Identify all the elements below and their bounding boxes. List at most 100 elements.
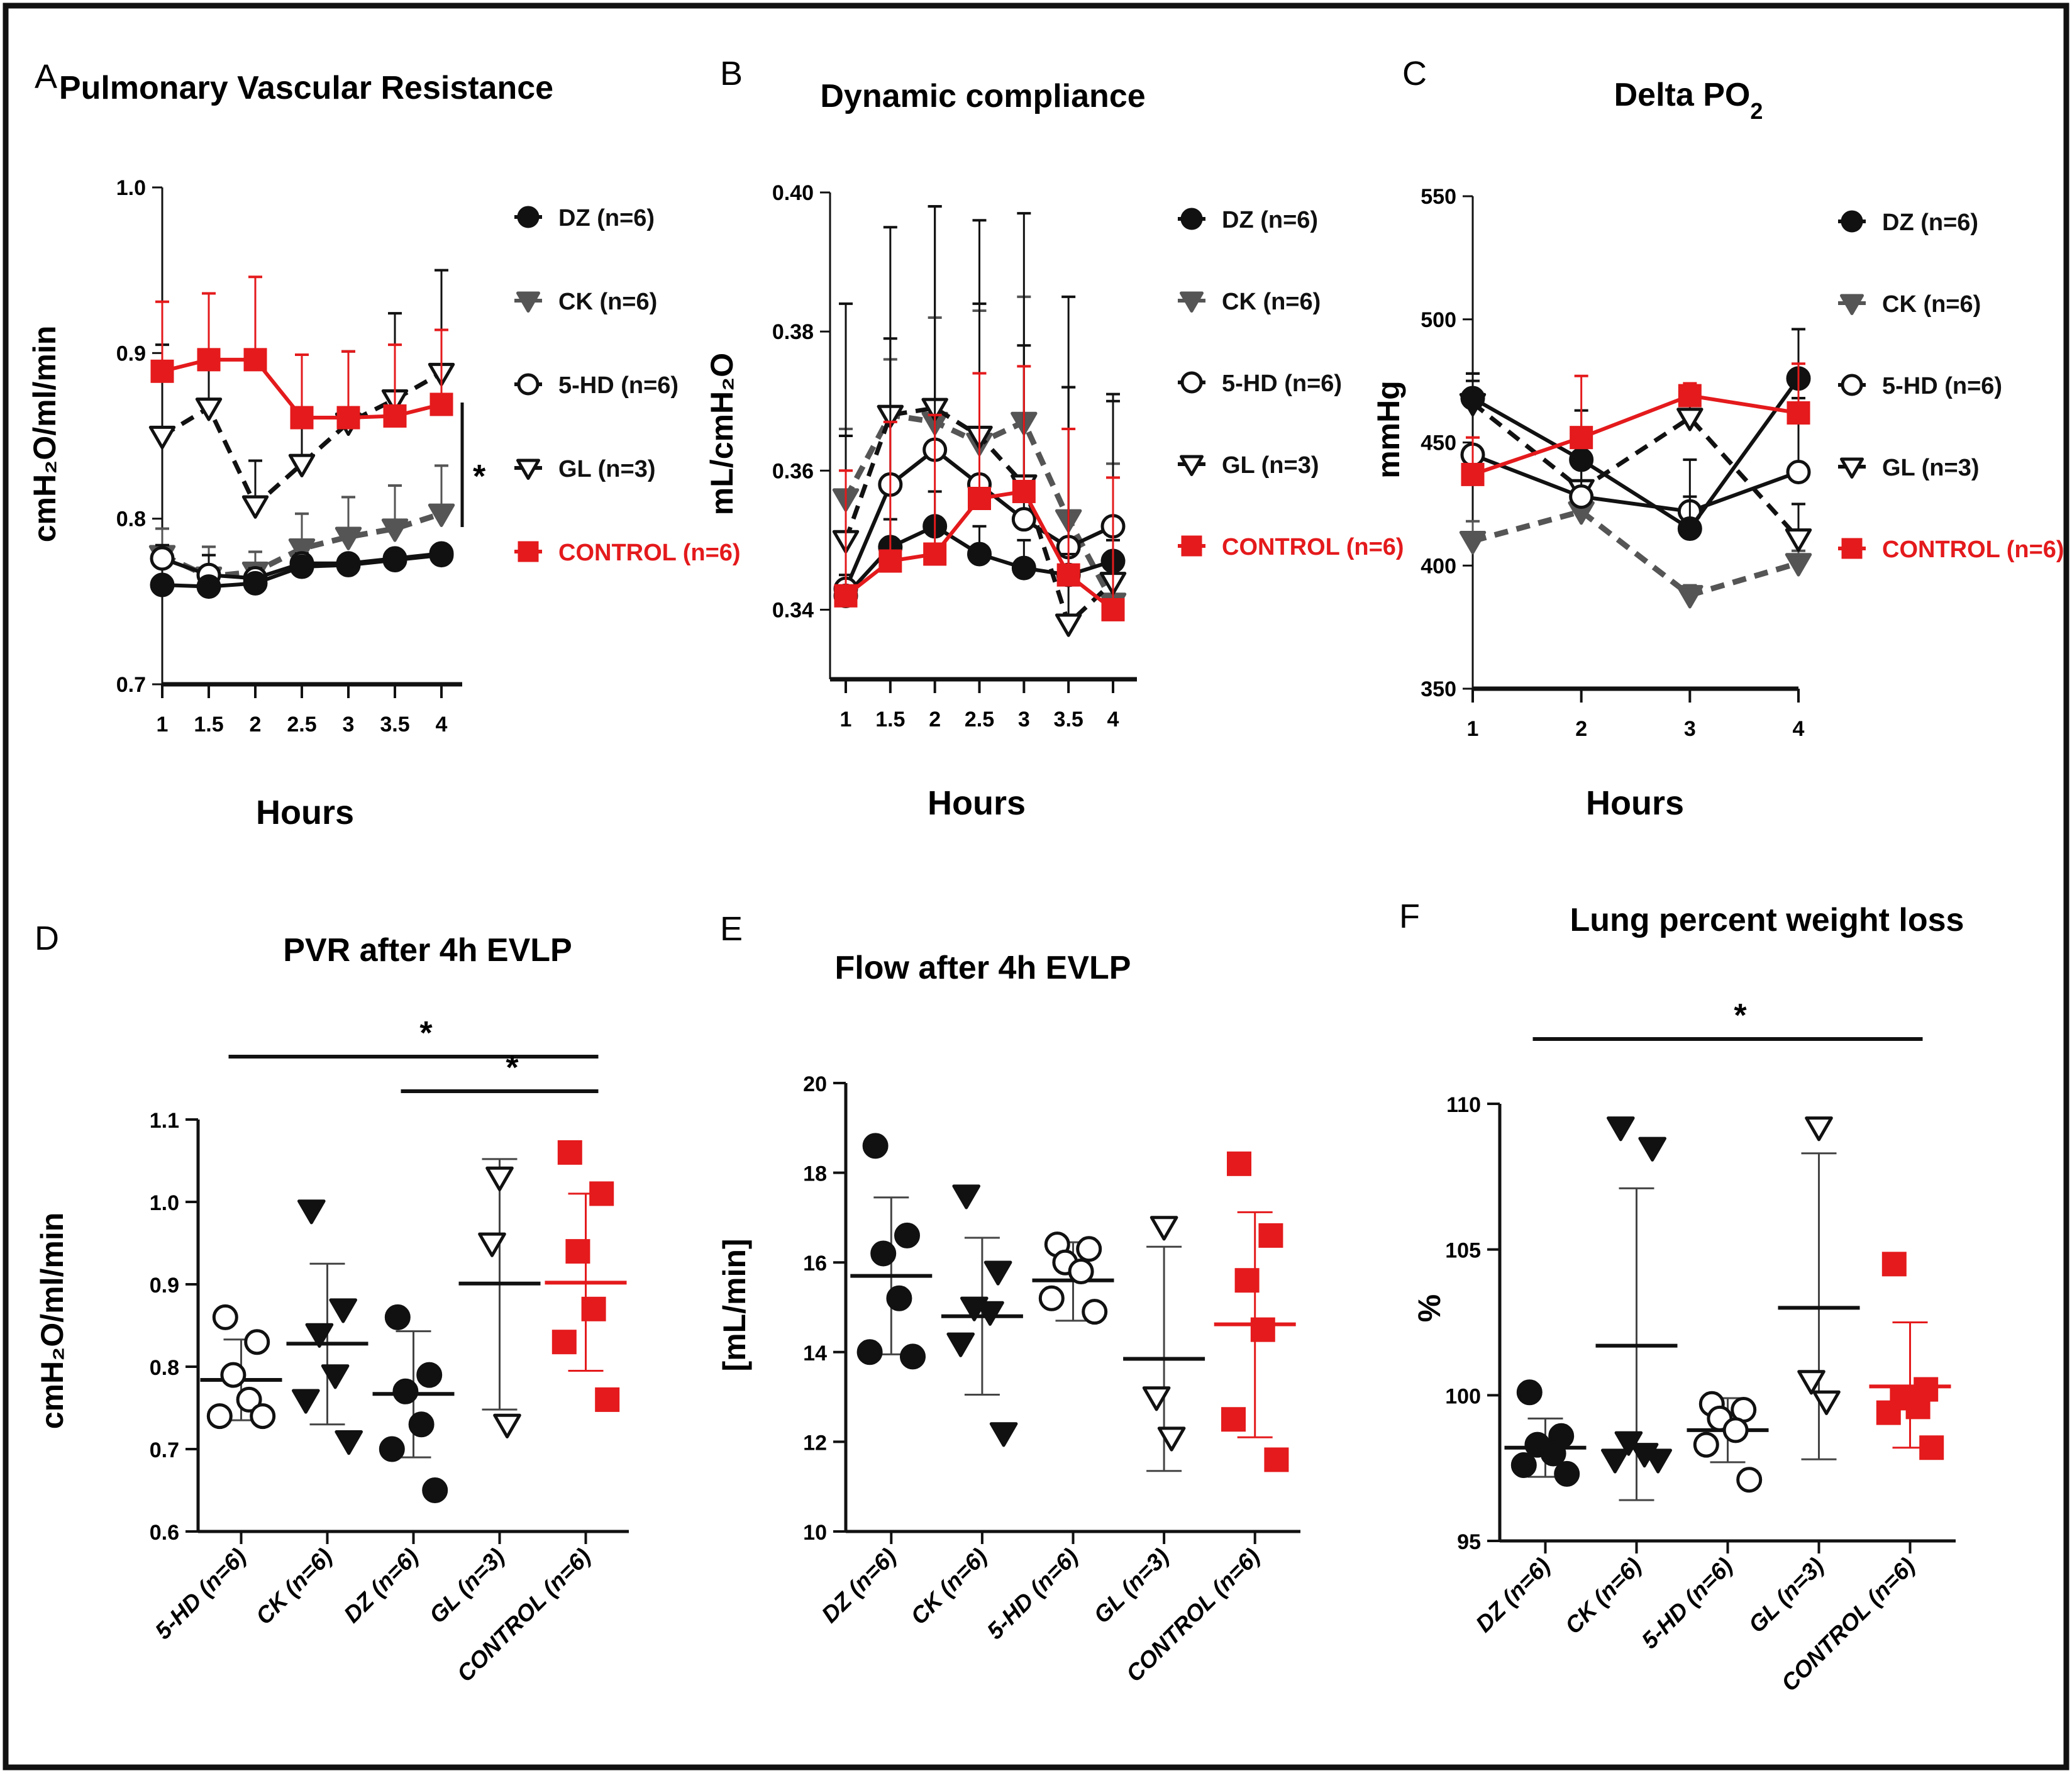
series-line-control (1472, 394, 1799, 477)
data-point (968, 487, 991, 511)
data-point (1785, 553, 1812, 577)
data-point (862, 1133, 889, 1159)
data-point (1011, 507, 1036, 532)
y-tick-label: 0.36 (772, 459, 814, 483)
series-control (834, 365, 1125, 621)
x-tick-label: 2 (929, 708, 941, 731)
panel-title: Lung percent weight loss (1570, 902, 1964, 938)
data-point (236, 1386, 262, 1413)
y-tick-label: 110 (1446, 1093, 1481, 1117)
data-point (1678, 384, 1702, 408)
data-point (150, 359, 174, 383)
x-tick-label: 4 (1107, 708, 1119, 731)
group-control (1869, 1252, 1951, 1460)
data-point (1264, 1447, 1289, 1472)
x-tick-label: 1 (157, 713, 169, 736)
x-tick-label: CK (n=6) (1560, 1553, 1646, 1639)
data-point (382, 548, 407, 572)
series-line-gl (1471, 401, 1800, 540)
legend-label: CK (n=6) (558, 289, 657, 315)
y-tick-label: 0.8 (150, 1356, 179, 1380)
significance-star: * (1734, 998, 1747, 1034)
data-point (289, 554, 314, 579)
y-tick-label: 0.8 (116, 508, 146, 531)
data-point (1510, 1452, 1537, 1479)
x-axis-label: Hours (1586, 784, 1684, 822)
data-point (1038, 1285, 1065, 1311)
legend-marker-control (1841, 538, 1863, 559)
data-point (244, 1329, 270, 1355)
data-point (292, 1389, 320, 1414)
data-point (336, 552, 361, 577)
legend-label: DZ (n=6) (558, 205, 655, 231)
y-tick-label: 0.40 (772, 181, 814, 205)
data-point (952, 1184, 980, 1209)
data-point (335, 1430, 363, 1455)
data-point (1638, 1137, 1666, 1162)
legend-marker-gl (1840, 457, 1864, 479)
title-subscript: 2 (1750, 98, 1763, 124)
legend-label: DZ (n=6) (1222, 207, 1318, 233)
data-point (288, 453, 316, 477)
data-point (589, 1181, 614, 1206)
panel-label: A (35, 58, 57, 96)
data-point (1011, 555, 1036, 581)
y-axis-label: [mL/min] (717, 1238, 752, 1371)
x-tick-label: 1.5 (875, 708, 905, 731)
data-point (1569, 484, 1594, 509)
data-point (429, 392, 453, 416)
data-point (243, 570, 268, 596)
data-point (1797, 1370, 1825, 1395)
y-tick-label: 20 (803, 1072, 827, 1096)
data-point (1601, 1448, 1629, 1474)
group-hd (1032, 1231, 1114, 1325)
data-point (1805, 1116, 1833, 1142)
data-point (886, 1285, 912, 1311)
data-point (1786, 459, 1811, 484)
data-point (336, 406, 360, 430)
data-point (429, 543, 454, 568)
legend-label: GL (n=3) (558, 456, 656, 482)
legend-marker-ck (1840, 294, 1864, 315)
x-tick-label: 1.5 (194, 713, 223, 736)
data-point (1644, 1448, 1672, 1474)
panel-title: PVR after 4h EVLP (283, 932, 572, 969)
group-ck (1595, 1116, 1678, 1501)
data-point (894, 1222, 920, 1248)
group-dz (372, 1304, 455, 1503)
panel-D: D PVR after 4h EVLP 0.6 0.7 0.8 0.9 1.0 1.1 cmH₂… (35, 920, 629, 1687)
legend-label: DZ (n=6) (1882, 209, 1978, 236)
data-point (1812, 1390, 1841, 1415)
data-point (290, 406, 314, 430)
data-point (416, 1362, 443, 1388)
x-tick-label: GL (n=3) (424, 1543, 509, 1628)
data-point (422, 1477, 448, 1503)
data-point (1459, 531, 1487, 555)
data-point (148, 425, 176, 450)
y-axis-label: mmHg (1371, 381, 1406, 479)
data-point (870, 1240, 897, 1267)
data-point (1082, 1299, 1108, 1325)
y-tick-label: 400 (1421, 554, 1456, 578)
x-tick-label: 3.5 (1054, 708, 1083, 731)
panel-F: F Lung percent weight loss 95 100 105 110% DZ … (1399, 898, 1964, 1696)
data-point (923, 542, 947, 566)
data-point (900, 1343, 926, 1370)
legend-label: CONTROL (n=6) (1222, 534, 1404, 560)
series-line-hd (1471, 453, 1800, 514)
series-ck (1459, 495, 1812, 609)
x-tick-label: 4 (436, 713, 448, 736)
data-point (1677, 516, 1702, 542)
legend-label: CONTROL (n=6) (1882, 536, 2064, 563)
legend: DZ (n=6) CK (n=6) 5-HD (n=6) GL (n=3) CONTRO… (1178, 207, 1404, 560)
y-tick-label: 0.34 (772, 598, 814, 622)
data-point (392, 1378, 419, 1404)
data-point (297, 1199, 326, 1225)
data-point (381, 518, 409, 542)
data-point (1693, 1431, 1719, 1458)
x-tick-label: 2.5 (287, 713, 316, 736)
y-tick-label: 12 (803, 1431, 827, 1455)
panel-A: A Pulmonary Vascular Resistance 1 1.5 2 2.5 3 3… (27, 58, 741, 831)
group-ck (941, 1184, 1023, 1447)
data-point (1607, 1116, 1635, 1142)
